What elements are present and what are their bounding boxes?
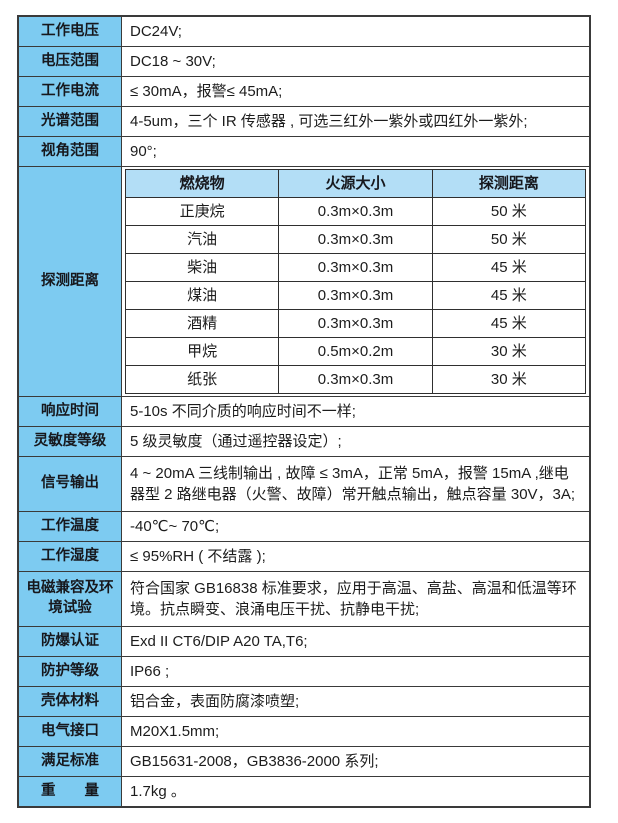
detection-table-body: 正庚烷 0.3m×0.3m 50 米汽油 0.3m×0.3m 50 米柴油 0.3m×0.… <box>124 197 587 394</box>
spec-label: 探测距离 <box>19 167 122 396</box>
spec-label: 电气接口 <box>19 717 122 746</box>
spec-value: 4-5um，三个 IR 传感器 , 可选三红外一紫外或四红外一紫外; <box>130 113 528 130</box>
spec-value: 铝合金，表面防腐漆喷塑; <box>130 693 300 710</box>
detection-row: 酒精 0.3m×0.3m 45 米 <box>124 309 587 338</box>
spec-label: 电压范围 <box>19 47 122 76</box>
detection-table-cell: 燃烧物 火源大小 探测距离 正庚烷 0.3m×0.3m 50 米汽油 0.3m×0.3… <box>122 167 589 396</box>
spec-value: GB15631-2008，GB3836-2000 系列; <box>130 753 379 770</box>
detection-col-header: 探测距离 <box>431 169 587 198</box>
spec-row: 电气接口 M20X1.5mm; <box>19 716 589 746</box>
spec-label: 视角范围 <box>19 137 122 166</box>
detection-row: 纸张 0.3m×0.3m 30 米 <box>124 365 587 394</box>
spec-label: 灵敏度等级 <box>19 427 122 456</box>
spec-label: 防爆认证 <box>19 627 122 656</box>
detection-cell: 50 米 <box>431 197 587 226</box>
spec-label: 信号输出 <box>19 457 122 511</box>
spec-row: 响应时间 5-10s 不同介质的响应时间不一样; <box>19 396 589 426</box>
detection-row: 甲烷 0.5m×0.2m 30 米 <box>124 337 587 366</box>
spec-row: 电磁兼容及环境试验 符合国家 GB16838 标准要求，应用于高温、高盐、高温和… <box>19 571 589 626</box>
spec-label: 防护等级 <box>19 657 122 686</box>
spec-value: 符合国家 GB16838 标准要求，应用于高温、高盐、高温和低温等环境。抗点瞬变… <box>130 580 577 618</box>
spec-label: 工作温度 <box>19 512 122 541</box>
spec-value: IP66 ; <box>130 663 170 680</box>
spec-label: 重 量 <box>19 777 122 806</box>
spec-value: DC24V; <box>130 23 182 40</box>
spec-value: 5 级灵敏度（通过遥控器设定）; <box>130 433 342 450</box>
detection-row: 正庚烷 0.3m×0.3m 50 米 <box>124 197 587 226</box>
detection-cell: 30 米 <box>431 365 587 394</box>
detection-cell: 正庚烷 <box>124 197 280 226</box>
detection-cell: 柴油 <box>124 253 280 282</box>
spec-label: 壳体材料 <box>19 687 122 716</box>
spec-row: 满足标准 GB15631-2008，GB3836-2000 系列; <box>19 746 589 776</box>
detection-row: 煤油 0.3m×0.3m 45 米 <box>124 281 587 310</box>
spec-row: 防护等级 IP66 ; <box>19 656 589 686</box>
spec-row: 信号输出 4 ~ 20mA 三线制输出 , 故障 ≤ 3mA，正常 5mA，报警… <box>19 456 589 511</box>
detection-cell: 0.3m×0.3m <box>278 281 433 310</box>
spec-value: DC18 ~ 30V; <box>130 53 216 70</box>
spec-value: 5-10s 不同介质的响应时间不一样; <box>130 403 356 420</box>
spec-row: 光谱范围 4-5um，三个 IR 传感器 , 可选三红外一紫外或四红外一紫外; <box>19 106 589 136</box>
detection-cell: 50 米 <box>431 225 587 254</box>
detection-cell: 0.3m×0.3m <box>278 365 433 394</box>
spec-row: 防爆认证 Exd II CT6/DIP A20 TA,T6; <box>19 626 589 656</box>
spec-label: 光谱范围 <box>19 107 122 136</box>
detection-distance-row: 探测距离 燃烧物 火源大小 探测距离 正庚烷 0.3m×0.3m 50 米汽油 0.3… <box>19 166 589 396</box>
spec-label: 响应时间 <box>19 397 122 426</box>
spec-label: 电磁兼容及环境试验 <box>19 572 122 626</box>
spec-row: 视角范围 90°; <box>19 136 589 166</box>
spec-value: Exd II CT6/DIP A20 TA,T6; <box>130 633 308 650</box>
detection-row: 汽油 0.3m×0.3m 50 米 <box>124 225 587 254</box>
detection-cell: 0.3m×0.3m <box>278 309 433 338</box>
detection-cell: 0.3m×0.3m <box>278 197 433 226</box>
spec-label: 工作湿度 <box>19 542 122 571</box>
detection-cell: 煤油 <box>124 281 280 310</box>
detection-cell: 45 米 <box>431 253 587 282</box>
spec-row: 灵敏度等级 5 级灵敏度（通过遥控器设定）; <box>19 426 589 456</box>
spec-value: ≤ 95%RH ( 不结露 ); <box>130 548 266 565</box>
spec-label: 满足标准 <box>19 747 122 776</box>
spec-row: 工作湿度 ≤ 95%RH ( 不结露 ); <box>19 541 589 571</box>
detection-cell: 30 米 <box>431 337 587 366</box>
detection-header-row: 燃烧物 火源大小 探测距离 <box>124 169 587 198</box>
spec-value: M20X1.5mm; <box>130 723 220 740</box>
detection-cell: 0.3m×0.3m <box>278 253 433 282</box>
detection-cell: 汽油 <box>124 225 280 254</box>
detection-cell: 纸张 <box>124 365 280 394</box>
spec-label: 工作电流 <box>19 77 122 106</box>
spec-row: 工作电压 DC24V; <box>19 17 589 46</box>
spec-value: 4 ~ 20mA 三线制输出 , 故障 ≤ 3mA，正常 5mA，报警 15mA… <box>130 465 576 503</box>
spec-value: ≤ 30mA，报警≤ 45mA; <box>130 83 283 100</box>
spec-row: 电压范围 DC18 ~ 30V; <box>19 46 589 76</box>
detection-cell: 45 米 <box>431 281 587 310</box>
spec-row: 壳体材料 铝合金，表面防腐漆喷塑; <box>19 686 589 716</box>
detection-cell: 酒精 <box>124 309 280 338</box>
spec-value: 1.7kg 。 <box>130 783 186 800</box>
detection-cell: 0.3m×0.3m <box>278 225 433 254</box>
detection-col-header: 燃烧物 <box>124 169 280 198</box>
detection-cell: 甲烷 <box>124 337 280 366</box>
spec-value: 90°; <box>130 143 157 160</box>
spec-value: -40℃~ 70℃; <box>130 518 220 535</box>
detection-table: 燃烧物 火源大小 探测距离 正庚烷 0.3m×0.3m 50 米汽油 0.3m×0.3… <box>124 169 587 394</box>
spec-table: 工作电压 DC24V; 电压范围 DC18 ~ 30V; 工作电流 ≤ 30mA… <box>17 15 591 808</box>
detection-cell: 0.5m×0.2m <box>278 337 433 366</box>
spec-row: 工作电流 ≤ 30mA，报警≤ 45mA; <box>19 76 589 106</box>
detection-row: 柴油 0.3m×0.3m 45 米 <box>124 253 587 282</box>
spec-label: 工作电压 <box>19 17 122 46</box>
detection-col-header: 火源大小 <box>278 169 433 198</box>
spec-row: 重 量 1.7kg 。 <box>19 776 589 806</box>
spec-row: 工作温度 -40℃~ 70℃; <box>19 511 589 541</box>
detection-cell: 45 米 <box>431 309 587 338</box>
